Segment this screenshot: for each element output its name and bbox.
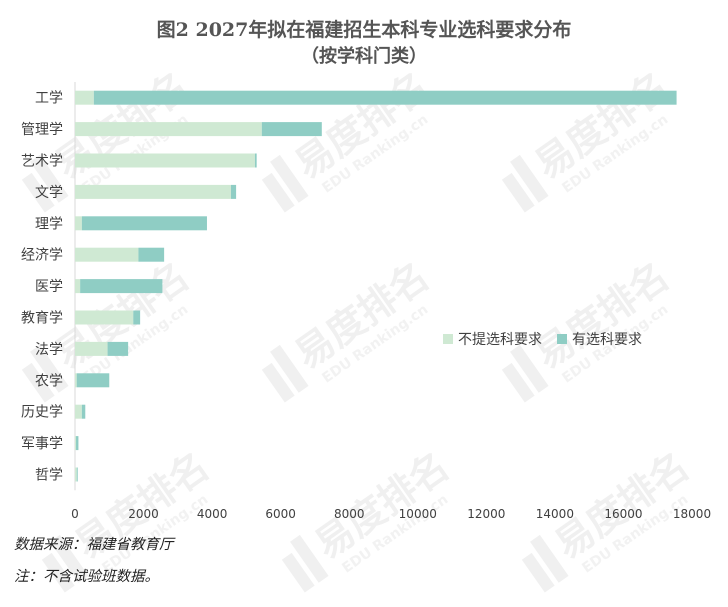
watermark-mark (501, 362, 535, 403)
category-label: 经济学 (21, 248, 63, 264)
category-label: 工学 (35, 91, 63, 107)
bar-no-requirement (75, 122, 262, 137)
bar-no-requirement (75, 341, 108, 356)
watermark-mark (21, 172, 55, 213)
bar-with-requirement (80, 279, 163, 294)
bar-with-requirement (230, 184, 237, 199)
category-label: 艺术学 (21, 154, 63, 170)
legend-swatch (557, 334, 567, 344)
watermark-mark (281, 552, 315, 593)
x-tick-label: 0 (71, 507, 79, 521)
bar-with-requirement (93, 90, 677, 105)
bar-with-requirement (76, 467, 78, 482)
watermark-mark (501, 172, 535, 213)
watermark-mark (261, 172, 295, 213)
legend: 不提选科要求 有选科要求 (443, 332, 642, 348)
bar-with-requirement (133, 310, 141, 325)
watermark-mark (261, 362, 295, 403)
bar-no-requirement (75, 153, 255, 168)
x-tick-label: 16000 (604, 507, 642, 521)
source-note: 数据来源：福建省教育厅 (14, 537, 174, 553)
watermark-mark (510, 344, 549, 393)
watermark-mark (50, 534, 89, 583)
x-tick-label: 12000 (467, 507, 505, 521)
watermark-mark (290, 534, 329, 583)
bar-no-requirement (75, 279, 81, 294)
bar-no-requirement (75, 310, 134, 325)
bar-no-requirement (75, 216, 82, 231)
bar-no-requirement (75, 184, 231, 199)
bar-with-requirement (254, 153, 257, 168)
x-tick-label: 10000 (399, 507, 437, 521)
x-tick-label: 8000 (334, 507, 365, 521)
chart-title: 图2 2027年拟在福建招生本科专业选科要求分布 (157, 18, 572, 41)
bar-with-requirement (76, 436, 79, 451)
watermark-mark (270, 344, 309, 393)
watermark-mark (510, 154, 549, 203)
x-tick-label: 4000 (197, 507, 228, 521)
category-label: 历史学 (21, 405, 63, 421)
bar-with-requirement (261, 122, 322, 137)
bar-with-requirement (107, 341, 129, 356)
chart-subtitle: （按学科门类） (301, 45, 427, 67)
legend-label: 有选科要求 (572, 332, 642, 348)
bar-no-requirement (75, 247, 139, 262)
bar-no-requirement (75, 404, 82, 419)
watermark-mark (30, 344, 69, 393)
category-label: 医学 (35, 279, 63, 295)
category-label: 管理学 (21, 122, 63, 138)
bar-with-requirement (81, 216, 207, 231)
category-label: 理学 (35, 216, 63, 232)
bar-with-requirement (76, 373, 110, 388)
x-tick-label: 14000 (536, 507, 574, 521)
x-tick-label: 6000 (265, 507, 296, 521)
watermark-mark (21, 362, 55, 403)
bar-no-requirement (75, 436, 77, 451)
x-tick-label: 2000 (128, 507, 159, 521)
bar-with-requirement (138, 247, 165, 262)
legend-swatch (443, 334, 453, 344)
bar-with-requirement (81, 404, 86, 419)
bar-no-requirement (75, 373, 77, 388)
category-label: 农学 (35, 373, 63, 389)
category-label: 文学 (35, 185, 63, 201)
watermark-mark (521, 552, 555, 593)
watermark-mark (530, 534, 569, 583)
category-label: 教育学 (21, 311, 63, 327)
watermark-mark (41, 552, 75, 593)
watermark-mark (270, 154, 309, 203)
x-tick-label: 18000 (673, 507, 711, 521)
category-label: 军事学 (21, 436, 63, 452)
category-label: 哲学 (35, 468, 63, 484)
bar-no-requirement (75, 90, 94, 105)
watermark-mark (30, 154, 69, 203)
category-label: 法学 (35, 342, 63, 358)
legend-label: 不提选科要求 (458, 332, 542, 348)
bar-no-requirement (75, 467, 77, 482)
footnote: 注：不含试验班数据。 (14, 569, 159, 585)
